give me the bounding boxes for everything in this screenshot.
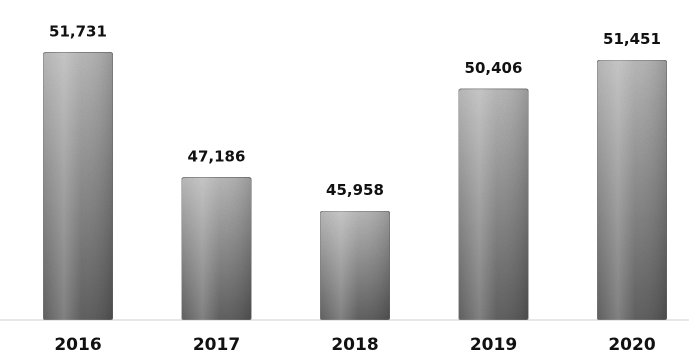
bar-2018 bbox=[319, 210, 391, 321]
data-label-2020: 51,451 bbox=[603, 30, 661, 48]
x-tick-label-2020: 2020 bbox=[608, 335, 655, 355]
x-tick-label-2018: 2018 bbox=[331, 335, 378, 355]
data-label-2018: 45,958 bbox=[326, 181, 384, 199]
x-tick-label-2016: 2016 bbox=[54, 335, 101, 355]
x-tick-label-2017: 2017 bbox=[193, 335, 240, 355]
data-label-2017: 47,186 bbox=[188, 147, 246, 165]
bar-shine-2018 bbox=[320, 211, 390, 320]
bar-shine-2019 bbox=[458, 88, 529, 321]
data-label-2019: 50,406 bbox=[465, 59, 523, 77]
bar-2017 bbox=[181, 176, 252, 321]
data-label-2016: 51,731 bbox=[49, 22, 107, 40]
bar-shine-2020 bbox=[597, 60, 667, 320]
x-tick-label-2019: 2019 bbox=[470, 335, 517, 355]
bar-2020 bbox=[596, 59, 668, 321]
labels-layer: 51,731 2016 47,186 2017 45,958 2018 50,406 2019… bbox=[49, 22, 661, 355]
bars-layer bbox=[42, 51, 668, 321]
bar-shine-2017 bbox=[181, 177, 252, 320]
bar-2016 bbox=[42, 51, 114, 321]
bar-2019 bbox=[458, 88, 529, 321]
bar-shine-2016 bbox=[43, 52, 113, 321]
